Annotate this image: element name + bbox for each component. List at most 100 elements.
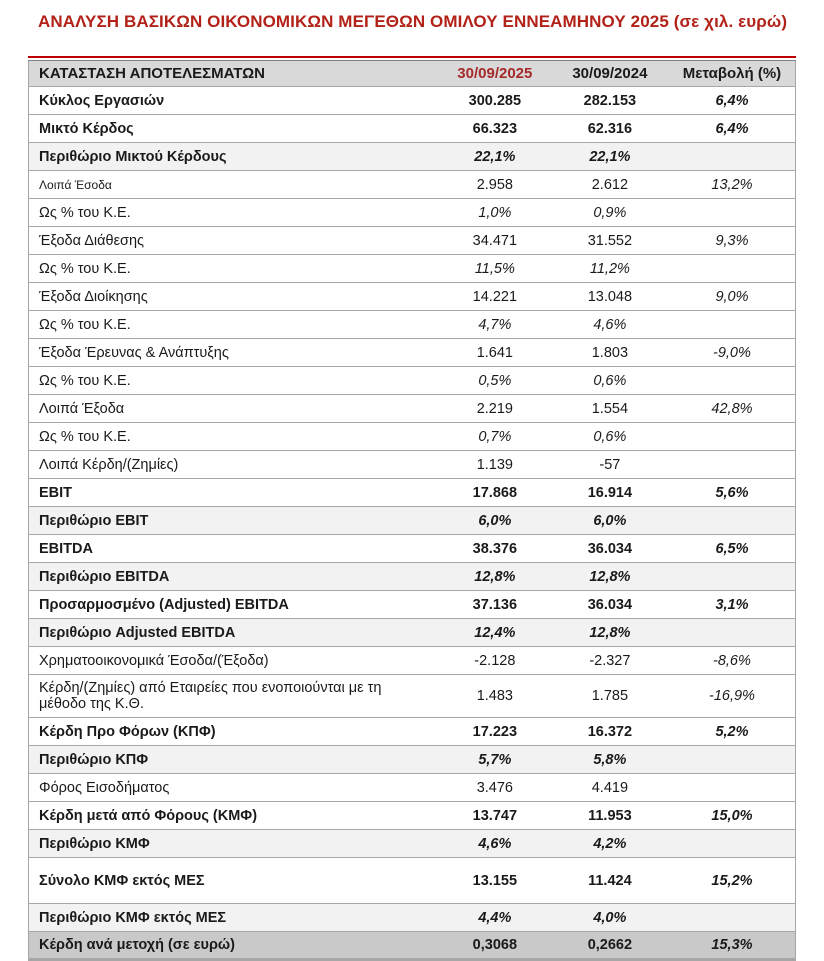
value-2024: 62.316 <box>550 114 669 143</box>
value-2025: 3.476 <box>438 773 551 802</box>
row-label: Έξοδα Έρευνας & Ανάπτυξης <box>28 338 439 367</box>
table-row: Ως % του Κ.Ε. 4,7% 4,6% <box>28 310 796 339</box>
header-date-2024: 30/09/2024 <box>550 60 669 87</box>
row-label: Κέρδη μετά από Φόρους (ΚΜΦ) <box>28 801 439 830</box>
value-change: 42,8% <box>668 394 796 423</box>
results-table-body: Κύκλος Εργασιών 300.285 282.153 6,4% Μικτό Κ… <box>28 86 796 960</box>
value-2024: 16.372 <box>550 717 669 746</box>
row-label: Σύνολο ΚΜΦ εκτός ΜΕΣ <box>28 857 439 904</box>
value-2025: 4,4% <box>438 903 551 932</box>
table-row: Περιθώριο ΚΜΦ 4,6% 4,2% <box>28 829 796 858</box>
value-2024: 4.419 <box>550 773 669 802</box>
value-2024: 36.034 <box>550 534 669 563</box>
value-2025: 66.323 <box>438 114 551 143</box>
table-row: Περιθώριο ΚΠΦ 5,7% 5,8% <box>28 745 796 774</box>
value-change <box>668 745 796 774</box>
value-2024: 2.612 <box>550 170 669 199</box>
value-2024: 11.424 <box>550 857 669 904</box>
value-2025: 17.868 <box>438 478 551 507</box>
value-2024: 11.953 <box>550 801 669 830</box>
value-2025: 14.221 <box>438 282 551 311</box>
table-row: Κέρδη ανά μετοχή (σε ευρώ) 0,3068 0,2662 15… <box>28 931 796 960</box>
table-row: Περιθώριο EBITDA 12,8% 12,8% <box>28 562 796 591</box>
value-change: -9,0% <box>668 338 796 367</box>
row-label: Περιθώριο ΚΜΦ <box>28 829 439 858</box>
value-2025: 4,7% <box>438 310 551 339</box>
top-red-rule <box>28 56 796 58</box>
row-label: Λοιπά Κέρδη/(Ζημίες) <box>28 450 439 479</box>
value-2024: 0,6% <box>550 422 669 451</box>
value-change <box>668 366 796 395</box>
value-2025: 17.223 <box>438 717 551 746</box>
table-row: Φόρος Εισοδήματος 3.476 4.419 <box>28 773 796 802</box>
value-2025: 13.747 <box>438 801 551 830</box>
table-row: Κέρδη Προ Φόρων (ΚΠΦ) 17.223 16.372 5,2% <box>28 717 796 746</box>
table-row: EBITDA 38.376 36.034 6,5% <box>28 534 796 563</box>
value-2024: 11,2% <box>550 254 669 283</box>
row-label: Μικτό Κέρδος <box>28 114 439 143</box>
table-row: Χρηματοοικονομικά Έσοδα/(Έξοδα) -2.128 -2.… <box>28 646 796 675</box>
value-2025: 2.958 <box>438 170 551 199</box>
table-row: Περιθώριο Adjusted EBITDA 12,4% 12,8% <box>28 618 796 647</box>
row-label: Προσαρμοσμένο (Adjusted) EBITDA <box>28 590 439 619</box>
table-row: Περιθώριο EBIT 6,0% 6,0% <box>28 506 796 535</box>
value-2024: 16.914 <box>550 478 669 507</box>
table-row: Προσαρμοσμένο (Adjusted) EBITDA 37.136 36.… <box>28 590 796 619</box>
value-2025: 300.285 <box>438 86 551 115</box>
row-label: Λοιπά Έξοδα <box>28 394 439 423</box>
value-2025: 1,0% <box>438 198 551 227</box>
page-title: ΑΝΑΛΥΣΗ ΒΑΣΙΚΩΝ ΟΙΚΟΝΟΜΙΚΩΝ ΜΕΓΕΘΩΝ ΟΜΙΛ… <box>38 12 788 31</box>
value-2025: 22,1% <box>438 142 551 171</box>
value-2025: 37.136 <box>438 590 551 619</box>
value-2025: 0,5% <box>438 366 551 395</box>
value-2024: 0,2662 <box>550 931 669 960</box>
table-row: Λοιπά Έξοδα 2.219 1.554 42,8% <box>28 394 796 423</box>
value-2024: 12,8% <box>550 562 669 591</box>
value-change <box>668 618 796 647</box>
value-2025: 34.471 <box>438 226 551 255</box>
value-2024: 4,6% <box>550 310 669 339</box>
row-label: Ως % του Κ.Ε. <box>28 422 439 451</box>
row-label: Ως % του Κ.Ε. <box>28 254 439 283</box>
value-2025: 0,7% <box>438 422 551 451</box>
row-label: Περιθώριο ΚΜΦ εκτός ΜΕΣ <box>28 903 439 932</box>
value-change: -16,9% <box>668 674 796 718</box>
row-label: Ως % του Κ.Ε. <box>28 366 439 395</box>
value-change <box>668 422 796 451</box>
table-row: Ως % του Κ.Ε. 11,5% 11,2% <box>28 254 796 283</box>
results-table-container: ΚΑΤΑΣΤΑΣΗ ΑΠΟΤΕΛΕΣΜΑΤΩΝ 30/09/2025 30/09… <box>28 56 796 961</box>
results-table: ΚΑΤΑΣΤΑΣΗ ΑΠΟΤΕΛΕΣΜΑΤΩΝ 30/09/2025 30/09… <box>28 60 796 961</box>
value-change: 6,5% <box>668 534 796 563</box>
value-2024: 1.803 <box>550 338 669 367</box>
header-change-pct: Μεταβολή (%) <box>668 60 796 87</box>
row-label: Ως % του Κ.Ε. <box>28 198 439 227</box>
value-2024: -2.327 <box>550 646 669 675</box>
value-2024: -57 <box>550 450 669 479</box>
value-2024: 13.048 <box>550 282 669 311</box>
row-label: Περιθώριο EBIT <box>28 506 439 535</box>
table-row: Περιθώριο ΚΜΦ εκτός ΜΕΣ 4,4% 4,0% <box>28 903 796 932</box>
value-change <box>668 903 796 932</box>
value-2024: 4,0% <box>550 903 669 932</box>
value-change: 5,2% <box>668 717 796 746</box>
row-label: Ως % του Κ.Ε. <box>28 310 439 339</box>
table-row: Έξοδα Διοίκησης 14.221 13.048 9,0% <box>28 282 796 311</box>
value-change <box>668 142 796 171</box>
value-2025: 0,3068 <box>438 931 551 960</box>
value-2025: 11,5% <box>438 254 551 283</box>
header-statement: ΚΑΤΑΣΤΑΣΗ ΑΠΟΤΕΛΕΣΜΑΤΩΝ <box>28 60 439 87</box>
value-change <box>668 562 796 591</box>
value-change: 15,3% <box>668 931 796 960</box>
table-row: EBIT 17.868 16.914 5,6% <box>28 478 796 507</box>
value-2024: 6,0% <box>550 506 669 535</box>
value-2024: 31.552 <box>550 226 669 255</box>
table-row: Μικτό Κέρδος 66.323 62.316 6,4% <box>28 114 796 143</box>
value-2024: 1.554 <box>550 394 669 423</box>
value-2024: 1.785 <box>550 674 669 718</box>
table-row: Λοιπά Έσοδα 2.958 2.612 13,2% <box>28 170 796 199</box>
row-label: Λοιπά Έσοδα <box>28 170 439 199</box>
table-row: Σύνολο ΚΜΦ εκτός ΜΕΣ 13.155 11.424 15,2% <box>28 857 796 904</box>
value-change <box>668 829 796 858</box>
table-header-row: ΚΑΤΑΣΤΑΣΗ ΑΠΟΤΕΛΕΣΜΑΤΩΝ 30/09/2025 30/09… <box>28 60 796 87</box>
